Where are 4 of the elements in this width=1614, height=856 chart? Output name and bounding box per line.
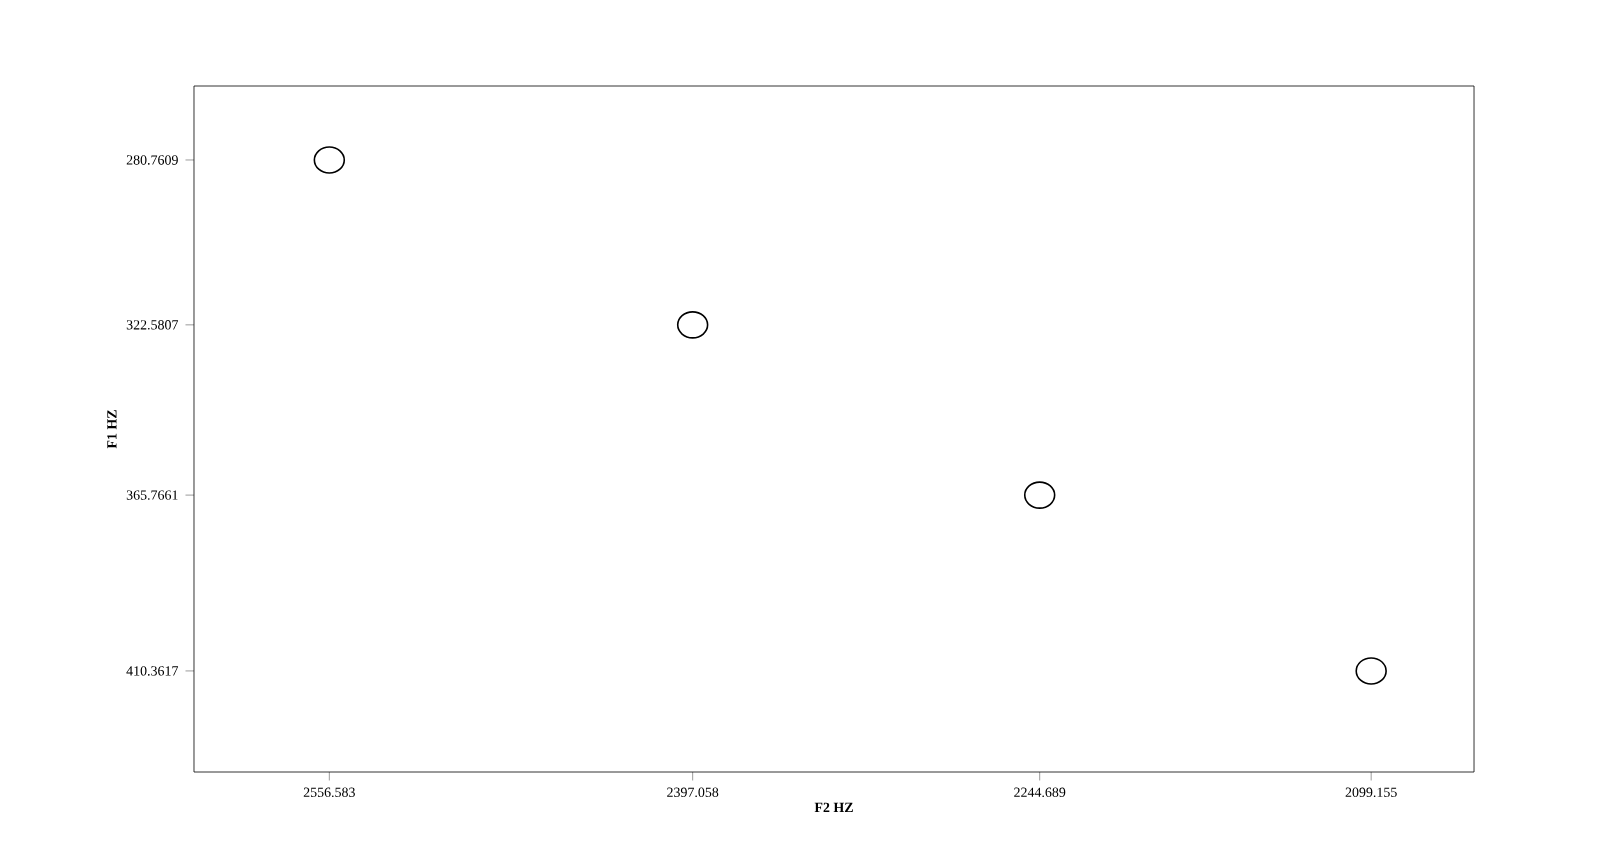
point: [1355, 657, 1387, 685]
point: [313, 146, 346, 174]
point: [676, 311, 709, 339]
point: [1023, 481, 1056, 509]
